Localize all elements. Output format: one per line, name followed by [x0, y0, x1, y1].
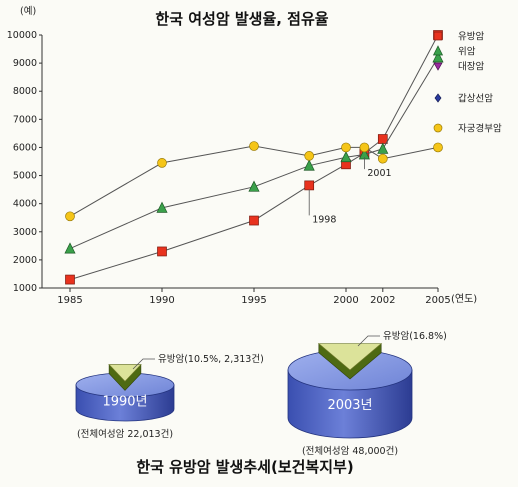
slice-leader [357, 335, 380, 347]
y-tick-label: 2000 [13, 255, 37, 266]
slice-top [317, 343, 383, 371]
y-tick-label: 5000 [13, 171, 37, 182]
annotation-label: 1998 [312, 214, 336, 225]
x-unit-label: (연도) [451, 293, 477, 305]
data-point [359, 142, 370, 153]
data-point [433, 142, 443, 153]
data-point [65, 274, 75, 285]
legend-marker [433, 62, 443, 71]
y-tick-label: 7000 [13, 114, 37, 125]
data-point [377, 134, 388, 144]
legend-marker [432, 45, 444, 56]
data-point [304, 151, 315, 161]
data-point [432, 51, 444, 63]
legend-label: 위암 [458, 46, 476, 58]
x-tick-label: 1995 [241, 295, 266, 306]
line-chart-title: 한국 여성암 발생율, 점유율 [155, 10, 328, 28]
data-point [304, 180, 315, 191]
x-tick-label: 1985 [57, 295, 82, 306]
y-tick-label: 6000 [13, 142, 37, 153]
legend-label: 대장암 [458, 61, 484, 73]
axes: 1000 2000 3000 4000 5000 6000 7000 8000 9000 1000… [7, 30, 451, 306]
annotations: 1998 2001 [308, 157, 392, 225]
year-label: 2003년 [327, 398, 372, 413]
data-point [377, 153, 388, 164]
series-4 [65, 141, 443, 222]
data-point [340, 151, 352, 163]
slice-label: 유방암(16.8%) [383, 330, 447, 342]
x-tick-label: 2002 [370, 295, 395, 306]
data-point [377, 142, 389, 154]
year-label: 1990년 [102, 394, 147, 409]
legend-label: 유방암 [458, 31, 484, 43]
y-tick-label: 10000 [7, 30, 37, 41]
y-tick-label: 4000 [13, 199, 37, 210]
slice-leader [132, 358, 155, 370]
data-point [341, 142, 351, 153]
data-point [157, 158, 167, 168]
legend-label: 자궁경부암 [458, 123, 502, 135]
data-point [156, 201, 168, 213]
data-point [249, 141, 259, 151]
legend-marker [434, 93, 442, 103]
legend-label: 갑상선암 [458, 93, 493, 105]
annotation-label: 2001 [367, 168, 391, 179]
y-unit-label: (예) [20, 6, 36, 17]
legend-marker [433, 123, 443, 133]
series-1 [64, 51, 444, 254]
y-tick-label: 3000 [13, 227, 37, 238]
y-tick-label: 8000 [13, 86, 37, 97]
total-label: (전체여성암 48,000건) [302, 445, 398, 457]
series-layer [64, 30, 444, 285]
x-tick-label: 1990 [149, 295, 174, 306]
cylinder-1990: 유방암(10.5%, 2,313건) 1990년 (전체여성암 22,013건) [75, 353, 264, 440]
total-label: (전체여성암 22,013건) [77, 428, 173, 440]
data-point [249, 215, 259, 226]
y-tick-label: 9000 [13, 58, 37, 69]
slice-label: 유방암(10.5%, 2,313건) [158, 353, 264, 365]
data-point [303, 159, 315, 171]
y-tick-label: 1000 [13, 283, 37, 294]
cylinder-2003: 유방암(16.8%) 2003년 (전체여성암 48,000건) [287, 330, 447, 457]
data-point [157, 246, 167, 257]
x-tick-label: 2005 [425, 295, 450, 306]
legend-marker [433, 31, 443, 41]
pie-chart-title: 한국 유방암 발생추세(보건복지부) [136, 458, 353, 476]
data-point [248, 180, 260, 192]
data-point [65, 211, 75, 222]
x-tick-label: 2000 [333, 295, 358, 306]
data-point [64, 242, 76, 254]
